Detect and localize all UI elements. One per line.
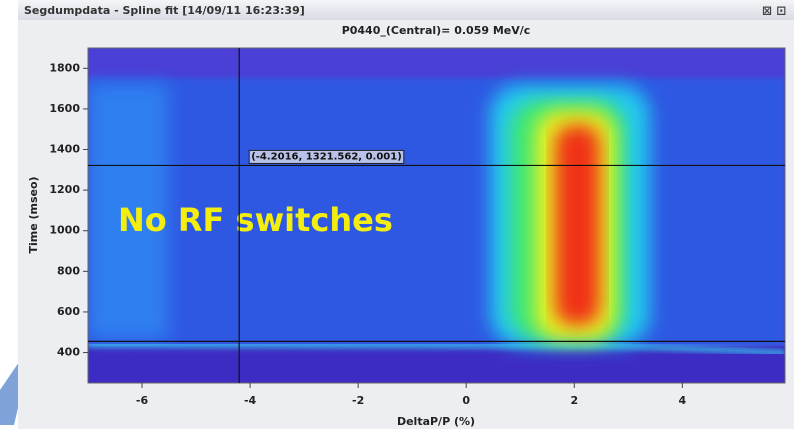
y-tick-label: 1400 (49, 143, 80, 156)
x-tick-label: -4 (244, 394, 257, 407)
page: Segdumpdata - Spline fit [14/09/11 16:23… (0, 0, 794, 429)
cursor-label: (-4.2016, 1321.562, 0.001) (251, 151, 402, 162)
y-tick-label: 1600 (49, 102, 80, 115)
x-axis-label: DeltaP/P (%) (397, 415, 475, 428)
y-tick-label: 400 (57, 346, 80, 359)
y-tick-label: 1000 (49, 224, 80, 237)
chart-title: P0440_(Central)= 0.059 MeV/c (342, 24, 531, 37)
annotation: No RF switches (118, 201, 393, 239)
y-axis-label: Time (mseo) (27, 176, 40, 253)
y-tick-label: 600 (57, 305, 80, 318)
window-title: Segdumpdata - Spline fit [14/09/11 16:23… (24, 4, 305, 17)
x-tick-label: 0 (462, 394, 470, 407)
x-tick-label: 2 (570, 394, 578, 407)
y-tick-label: 800 (57, 264, 80, 277)
y-tick-label: 1800 (49, 61, 80, 74)
x-tick-label: -2 (352, 394, 364, 407)
y-tick-label: 1200 (49, 183, 80, 196)
window-icons[interactable]: ⊠ ⊡ (762, 4, 786, 18)
x-tick-label: -6 (136, 394, 149, 407)
window: Segdumpdata - Spline fit [14/09/11 16:23… (0, 0, 794, 429)
x-tick-label: 4 (679, 394, 687, 407)
